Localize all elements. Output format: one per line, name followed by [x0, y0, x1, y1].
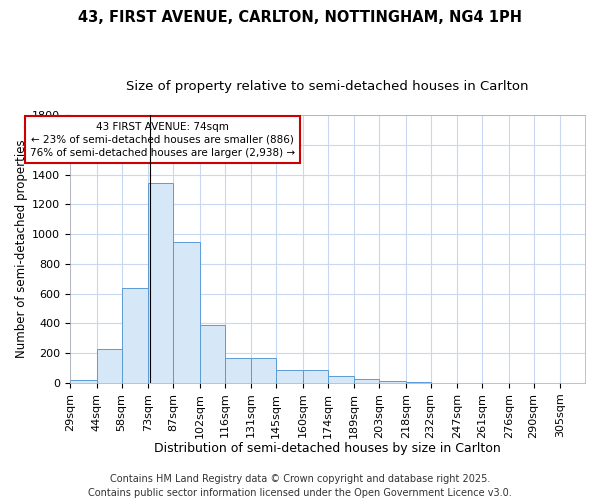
- Bar: [328, 376, 354, 383]
- Bar: [173, 242, 200, 383]
- Bar: [379, 382, 406, 383]
- Bar: [354, 378, 379, 383]
- Bar: [302, 370, 328, 383]
- Text: Contains HM Land Registry data © Crown copyright and database right 2025.
Contai: Contains HM Land Registry data © Crown c…: [88, 474, 512, 498]
- X-axis label: Distribution of semi-detached houses by size in Carlton: Distribution of semi-detached houses by …: [154, 442, 501, 455]
- Bar: [224, 358, 251, 383]
- Bar: [276, 370, 302, 383]
- Bar: [97, 348, 122, 383]
- Bar: [251, 358, 276, 383]
- Text: 43, FIRST AVENUE, CARLTON, NOTTINGHAM, NG4 1PH: 43, FIRST AVENUE, CARLTON, NOTTINGHAM, N…: [78, 10, 522, 25]
- Bar: [148, 184, 173, 383]
- Bar: [70, 380, 97, 383]
- Title: Size of property relative to semi-detached houses in Carlton: Size of property relative to semi-detach…: [126, 80, 529, 93]
- Bar: [200, 325, 224, 383]
- Bar: [406, 382, 431, 383]
- Text: 43 FIRST AVENUE: 74sqm
← 23% of semi-detached houses are smaller (886)
76% of se: 43 FIRST AVENUE: 74sqm ← 23% of semi-det…: [30, 122, 295, 158]
- Bar: [122, 288, 148, 383]
- Y-axis label: Number of semi-detached properties: Number of semi-detached properties: [15, 140, 28, 358]
